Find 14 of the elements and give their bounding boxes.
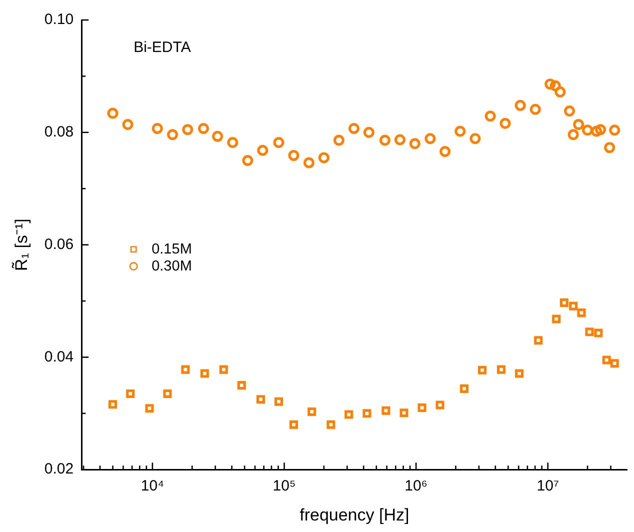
y-tick-label: 0.02 [44,460,74,478]
y-axis-title: R̃₁ [s⁻¹] [11,218,31,271]
y-tick-label: 0.06 [44,236,74,253]
x-axis-title: frequency [Hz] [300,505,410,524]
legend-label: 0.30M [152,258,192,274]
legend-label: 0.15M [152,241,192,258]
y-tick-label: 0.10 [44,11,74,28]
x-tick-label: 10⁷ [536,478,559,495]
annotation: Bi-EDTA [134,39,191,56]
x-tick-label: 10⁵ [272,478,296,495]
y-tick-label: 0.08 [44,124,74,141]
x-tick-label: 10⁶ [404,478,428,495]
y-tick-label: 0.04 [44,348,74,366]
x-tick-label: 10⁴ [140,478,164,495]
